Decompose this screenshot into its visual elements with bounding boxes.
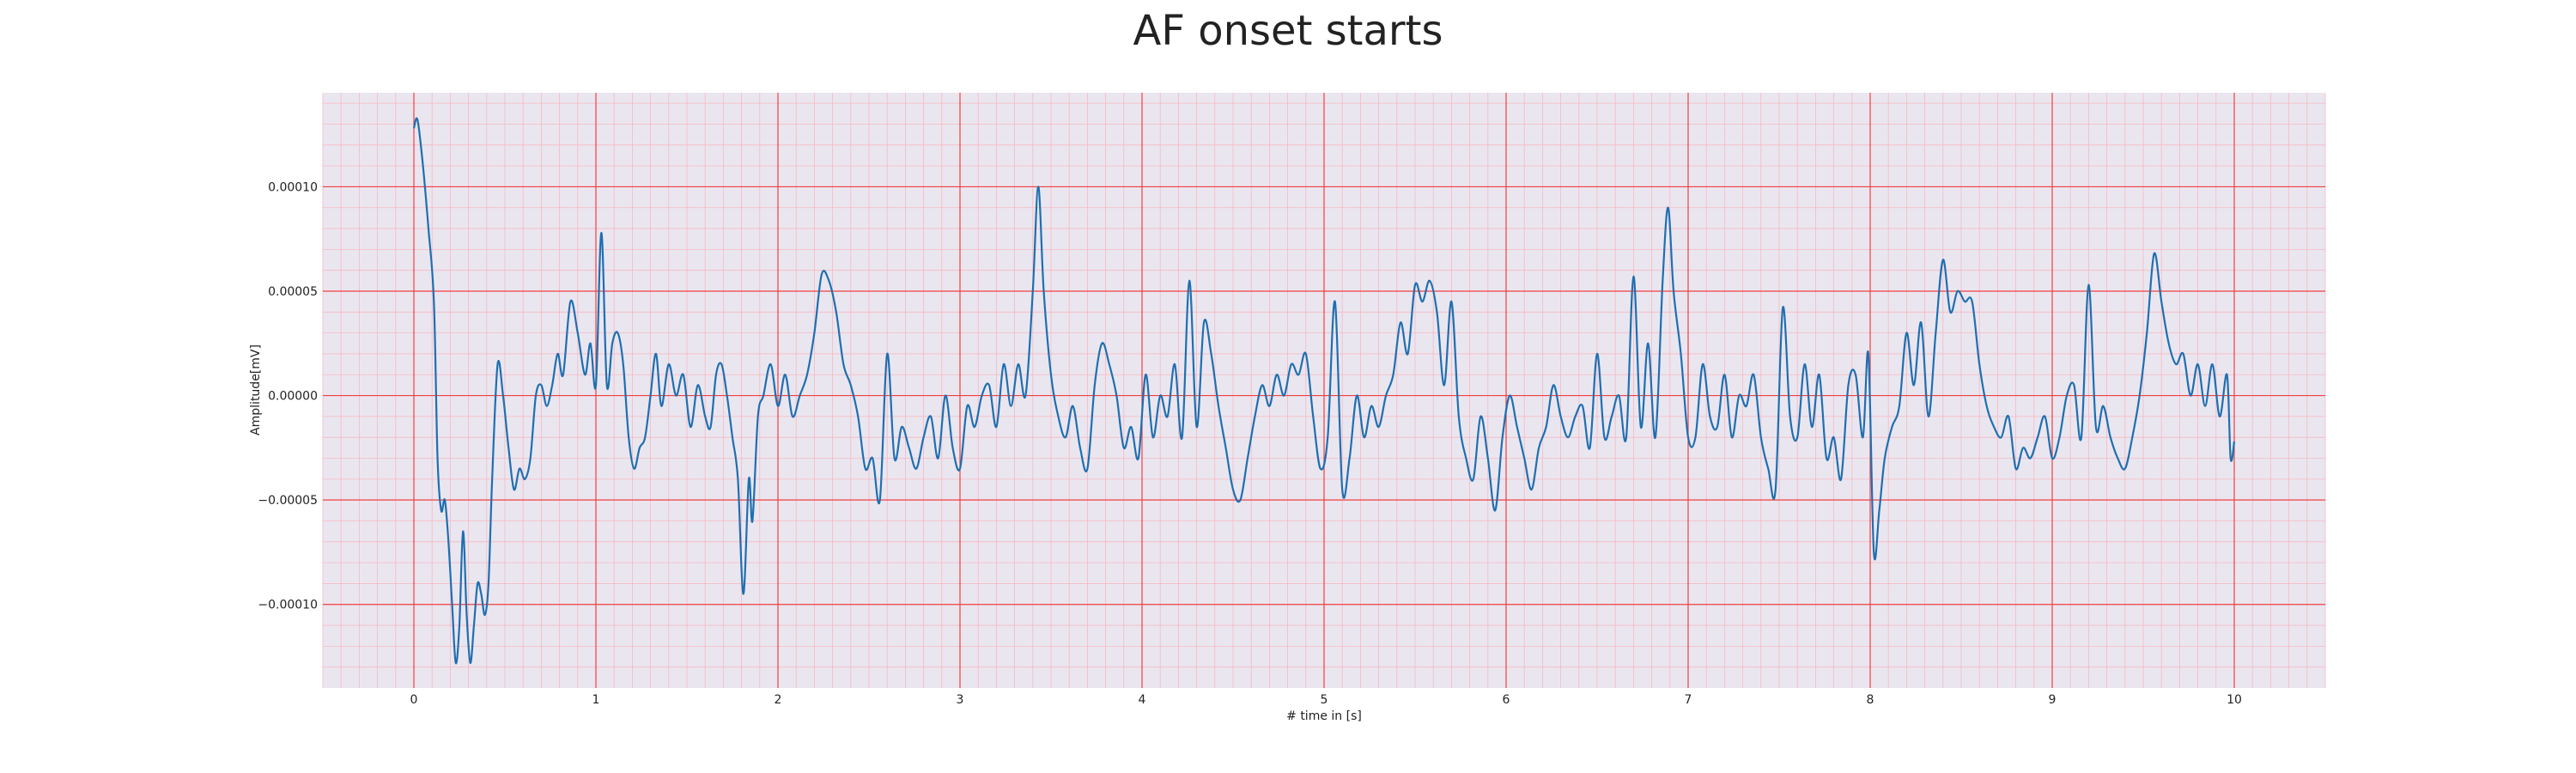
y-tick-label: −0.00010 — [258, 599, 318, 612]
x-tick-label: 3 — [957, 693, 964, 707]
x-tick-label: 8 — [1867, 693, 1874, 707]
x-tick-label: 4 — [1139, 693, 1146, 707]
y-tick-label: 0.00000 — [268, 390, 318, 404]
x-tick-label: 7 — [1685, 693, 1692, 707]
y-tick-label: −0.00005 — [258, 494, 318, 508]
x-tick-label: 2 — [775, 693, 782, 707]
x-tick-label: 0 — [410, 693, 418, 707]
y-axis: −0.00010 −0.00005 0.00000 0.00005 0.00010 — [258, 180, 318, 612]
x-tick-label: 10 — [2227, 693, 2242, 707]
x-tick-label: 5 — [1321, 693, 1328, 707]
x-axis-label: # time in [s] — [1286, 709, 1362, 723]
y-tick-label: 0.00010 — [268, 180, 318, 194]
x-tick-label: 6 — [1503, 693, 1510, 707]
x-tick-label: 1 — [592, 693, 600, 707]
y-tick-label: 0.00005 — [268, 285, 318, 299]
x-axis: 0 1 2 3 4 5 6 7 8 9 10 — [410, 693, 2242, 707]
x-tick-label: 9 — [2049, 693, 2057, 707]
y-axis-label: Amplitude[mV] — [249, 344, 263, 435]
chart-title: AF onset starts — [1133, 7, 1443, 55]
